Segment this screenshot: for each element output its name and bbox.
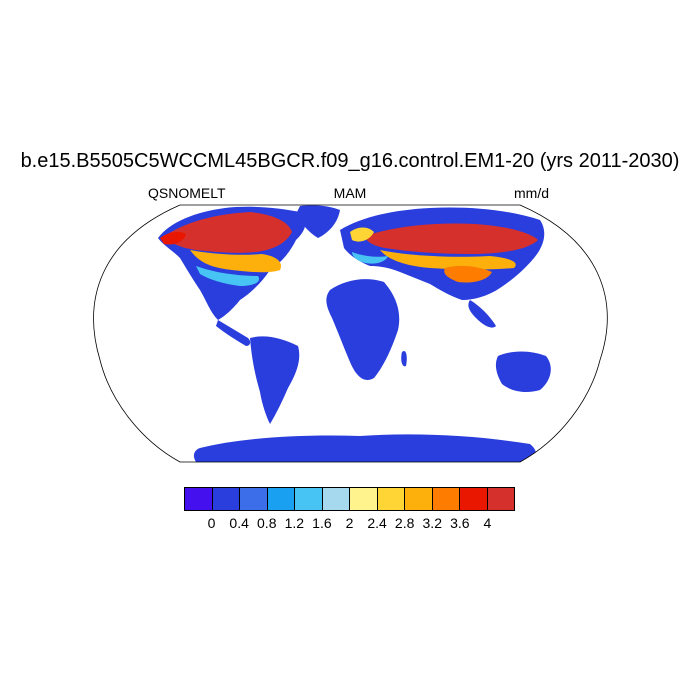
colorbar-tick-label: 3.6 <box>450 515 470 531</box>
units-label: mm/d <box>514 185 549 201</box>
snowmelt-canada-low <box>196 266 260 286</box>
colorbar-swatch-7 <box>377 488 405 510</box>
colorbar-swatch-2 <box>240 488 268 510</box>
snowmelt-alaska <box>160 231 186 245</box>
colorbar-swatch-1 <box>212 488 240 510</box>
colorbar-tick-label: 4 <box>483 515 492 531</box>
central-america <box>216 320 251 346</box>
colorbar-tick-label: 1.2 <box>284 515 305 531</box>
snowmelt-canada <box>165 212 292 253</box>
snowmelt-europe-low <box>352 252 388 264</box>
colorbar-tick-label: 0.4 <box>229 515 249 531</box>
antarctica <box>193 434 537 462</box>
colorbar-swatch-6 <box>350 488 378 510</box>
snowmelt-siberia-mid <box>380 250 516 270</box>
colorbar <box>184 487 515 511</box>
colorbar-tick-label: 3.2 <box>422 515 442 531</box>
colorbar-tick-label: 1.6 <box>312 515 332 531</box>
snowmelt-canada-mid <box>190 250 282 273</box>
colorbar-tick-label: 2 <box>345 515 354 531</box>
plot-title: b.e15.B5505C5WCCML45BGCR.f09_g16.control… <box>20 150 680 172</box>
colorbar-swatch-8 <box>405 488 433 510</box>
southeast-asia <box>468 300 496 328</box>
colorbar-tick-label: 0 <box>207 515 216 531</box>
africa <box>326 279 400 381</box>
colorbar-swatch-11 <box>487 488 514 510</box>
australia <box>495 351 551 392</box>
colorbar-tick-label: 2.4 <box>367 515 387 531</box>
season-label: MAM <box>333 185 367 201</box>
colorbar-tick-label: 2.8 <box>394 515 415 531</box>
greenland <box>296 205 340 238</box>
colorbar-swatch-10 <box>460 488 488 510</box>
madagascar <box>401 350 407 367</box>
snowmelt-scandinavia <box>350 227 374 242</box>
colorbar-swatch-5 <box>322 488 350 510</box>
colorbar-swatch-9 <box>432 488 460 510</box>
variable-label: QSNOMELT <box>148 185 226 201</box>
map-boundary <box>93 204 608 463</box>
snowmelt-overlay <box>160 212 538 286</box>
colorbar-swatch-0 <box>185 488 213 510</box>
colorbar-swatch-3 <box>267 488 295 510</box>
snowmelt-central-asia <box>444 265 492 283</box>
south-america <box>250 336 300 424</box>
colorbar-swatch-4 <box>295 488 323 510</box>
snowmelt-siberia <box>365 223 538 254</box>
colorbar-tick-label: 0.8 <box>257 515 277 531</box>
